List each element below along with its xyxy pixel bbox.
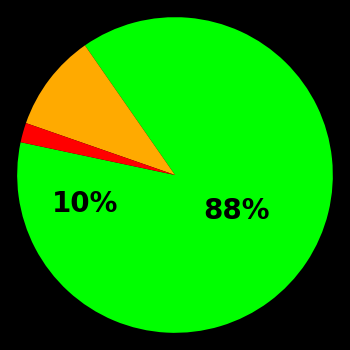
Text: 88%: 88% [203,196,270,224]
Wedge shape [17,17,333,333]
Wedge shape [21,123,175,175]
Wedge shape [26,46,175,175]
Text: 10%: 10% [52,190,118,218]
